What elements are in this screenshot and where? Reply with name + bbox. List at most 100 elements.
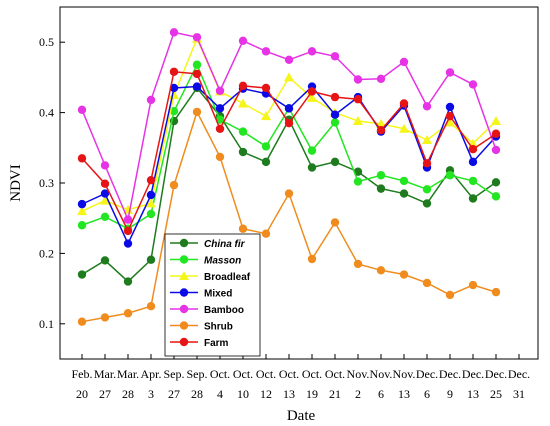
data-point-masson bbox=[422, 185, 432, 194]
data-point-bamboo bbox=[284, 55, 294, 64]
plot-frame bbox=[59, 6, 539, 360]
x-tick-label-month: Feb. bbox=[72, 367, 93, 381]
x-tick-label-day: 25 bbox=[490, 387, 502, 401]
series-mixed bbox=[77, 82, 501, 248]
legend-label-shrub: Shrub bbox=[204, 322, 233, 333]
x-tick-label-month: Mar. bbox=[117, 367, 139, 381]
data-point-china-fir bbox=[261, 157, 271, 167]
data-point-china-fir bbox=[146, 255, 156, 264]
series-china-fir bbox=[77, 83, 501, 286]
x-tick-label-day: 3 bbox=[148, 387, 154, 401]
series-farm bbox=[77, 67, 501, 236]
data-point-farm bbox=[261, 83, 271, 93]
x-tick-label-month: Nov. bbox=[347, 367, 370, 381]
data-point-masson bbox=[261, 142, 271, 151]
x-tick-label-day: 9 bbox=[447, 387, 453, 401]
data-point-shrub bbox=[192, 107, 202, 117]
data-point-broadleaf bbox=[284, 72, 294, 82]
x-tick-label-day: 20 bbox=[76, 387, 88, 401]
data-point-farm bbox=[215, 124, 225, 133]
data-point-china-fir bbox=[399, 189, 409, 198]
data-point-shrub bbox=[422, 278, 432, 288]
data-point-china-fir bbox=[353, 167, 363, 176]
data-point-bamboo bbox=[169, 28, 179, 37]
data-point-farm bbox=[376, 126, 386, 135]
data-point-masson bbox=[353, 177, 363, 186]
data-point-bamboo bbox=[491, 145, 501, 155]
data-point-china-fir bbox=[238, 147, 248, 157]
data-point-masson bbox=[215, 115, 225, 124]
data-point-masson bbox=[445, 171, 455, 180]
data-point-broadleaf bbox=[307, 92, 317, 102]
data-point-shrub bbox=[100, 313, 110, 322]
x-tick-label-day: 21 bbox=[329, 387, 341, 401]
x-tick-label-day: 13 bbox=[467, 387, 479, 401]
y-axis-ticks: 0.1 0.2 0.3 0.4 0.5 bbox=[39, 35, 65, 331]
data-point-china-fir bbox=[330, 157, 340, 167]
data-point-bamboo bbox=[215, 86, 225, 95]
x-tick-label-month: Nov. bbox=[393, 367, 416, 381]
data-point-mixed bbox=[169, 83, 179, 93]
x-tick-label-month: Oct. bbox=[210, 367, 230, 381]
legend-marker-masson bbox=[179, 255, 189, 264]
data-point-farm bbox=[353, 95, 363, 104]
x-tick-label-month: Oct. bbox=[233, 367, 253, 381]
data-point-masson bbox=[376, 171, 386, 180]
data-point-farm bbox=[307, 87, 317, 96]
data-point-shrub bbox=[491, 287, 501, 297]
data-point-mixed bbox=[123, 239, 133, 248]
data-point-china-fir bbox=[468, 194, 478, 203]
data-point-mixed bbox=[192, 82, 202, 91]
x-tick-label-day: 2 bbox=[355, 387, 361, 401]
legend-marker-broadleaf bbox=[179, 271, 189, 280]
x-axis-ticks: Feb. 20 Mar. 27 Mar. 28 Apr. 3 Sep. 27 Sep. 28 Oct. 4… bbox=[72, 354, 530, 401]
data-point-broadleaf bbox=[123, 204, 133, 214]
y-tick-label: 0.5 bbox=[39, 35, 54, 49]
x-tick-label-day: 12 bbox=[260, 387, 272, 401]
legend-marker-shrub bbox=[179, 321, 189, 330]
data-point-broadleaf bbox=[445, 117, 455, 127]
data-point-farm bbox=[468, 145, 478, 154]
data-point-farm bbox=[146, 175, 156, 185]
y-tick-label: 0.3 bbox=[39, 176, 54, 190]
x-tick-label-month: Oct. bbox=[302, 367, 322, 381]
data-point-bamboo bbox=[445, 68, 455, 77]
data-point-broadleaf bbox=[146, 198, 156, 208]
data-point-bamboo bbox=[376, 74, 386, 84]
data-point-bamboo bbox=[238, 36, 248, 45]
data-point-masson bbox=[100, 212, 110, 221]
data-point-shrub bbox=[146, 302, 156, 311]
data-point-masson bbox=[77, 221, 87, 230]
data-point-shrub bbox=[445, 290, 455, 300]
data-point-farm bbox=[169, 67, 179, 76]
x-tick-label-day: 13 bbox=[398, 387, 410, 401]
data-point-bamboo bbox=[146, 95, 156, 105]
data-point-broadleaf bbox=[491, 116, 501, 126]
x-tick-label-day: 6 bbox=[378, 387, 384, 401]
data-point-mixed bbox=[77, 199, 87, 209]
data-point-broadleaf bbox=[261, 111, 271, 121]
legend-marker-farm bbox=[179, 337, 189, 347]
data-point-bamboo bbox=[307, 47, 317, 56]
data-point-broadleaf bbox=[238, 98, 248, 108]
data-point-farm bbox=[422, 159, 432, 168]
x-tick-label-month: Dec. bbox=[485, 367, 507, 381]
data-point-bamboo bbox=[468, 80, 478, 89]
y-axis-title: NDVI bbox=[8, 164, 24, 202]
legend-label-bamboo: Bamboo bbox=[204, 305, 244, 316]
data-point-china-fir bbox=[376, 184, 386, 193]
data-point-shrub bbox=[307, 254, 317, 264]
data-point-masson bbox=[192, 60, 202, 69]
data-point-mixed bbox=[468, 157, 478, 167]
data-point-shrub bbox=[353, 259, 363, 269]
data-point-china-fir bbox=[422, 199, 432, 208]
x-tick-label-day: 27 bbox=[99, 387, 111, 401]
data-point-shrub bbox=[77, 317, 87, 326]
data-point-china-fir bbox=[491, 178, 501, 187]
data-point-china-fir bbox=[100, 256, 110, 265]
x-tick-label-day: 4 bbox=[217, 387, 223, 401]
legend-label-china-fir: China fir bbox=[204, 239, 246, 250]
x-tick-label-day: 10 bbox=[237, 387, 249, 401]
data-point-shrub bbox=[123, 309, 133, 318]
